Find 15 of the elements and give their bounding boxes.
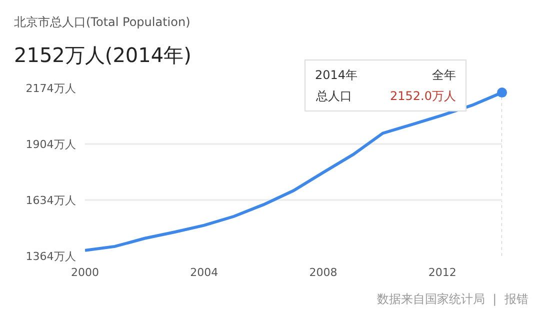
annotation: 总人口 <box>315 89 352 103</box>
text: 全年 <box>432 68 456 82</box>
chart-subtitle: 2152万人(2014年) <box>14 43 192 67</box>
y-tick-label: 1634万人 <box>26 194 76 207</box>
x-tick-label: 2008 <box>309 266 338 280</box>
x-tick-label: 2004 <box>190 266 218 280</box>
y-tick-label: 2174万人 <box>26 82 76 95</box>
chart-title: 北京市总人口(Total Population) <box>14 15 190 29</box>
text: 2014年 <box>315 68 358 82</box>
y-tick-label: 1904万人 <box>26 138 76 151</box>
y-tick-label: 1364万人 <box>26 250 76 263</box>
text: 数据来自国家统计局 | 报错 <box>377 292 528 306</box>
annotation: 2152.0万人 <box>390 89 456 103</box>
x-tick-label: 2000 <box>71 266 99 280</box>
x-tick-label: 2012 <box>428 266 456 280</box>
